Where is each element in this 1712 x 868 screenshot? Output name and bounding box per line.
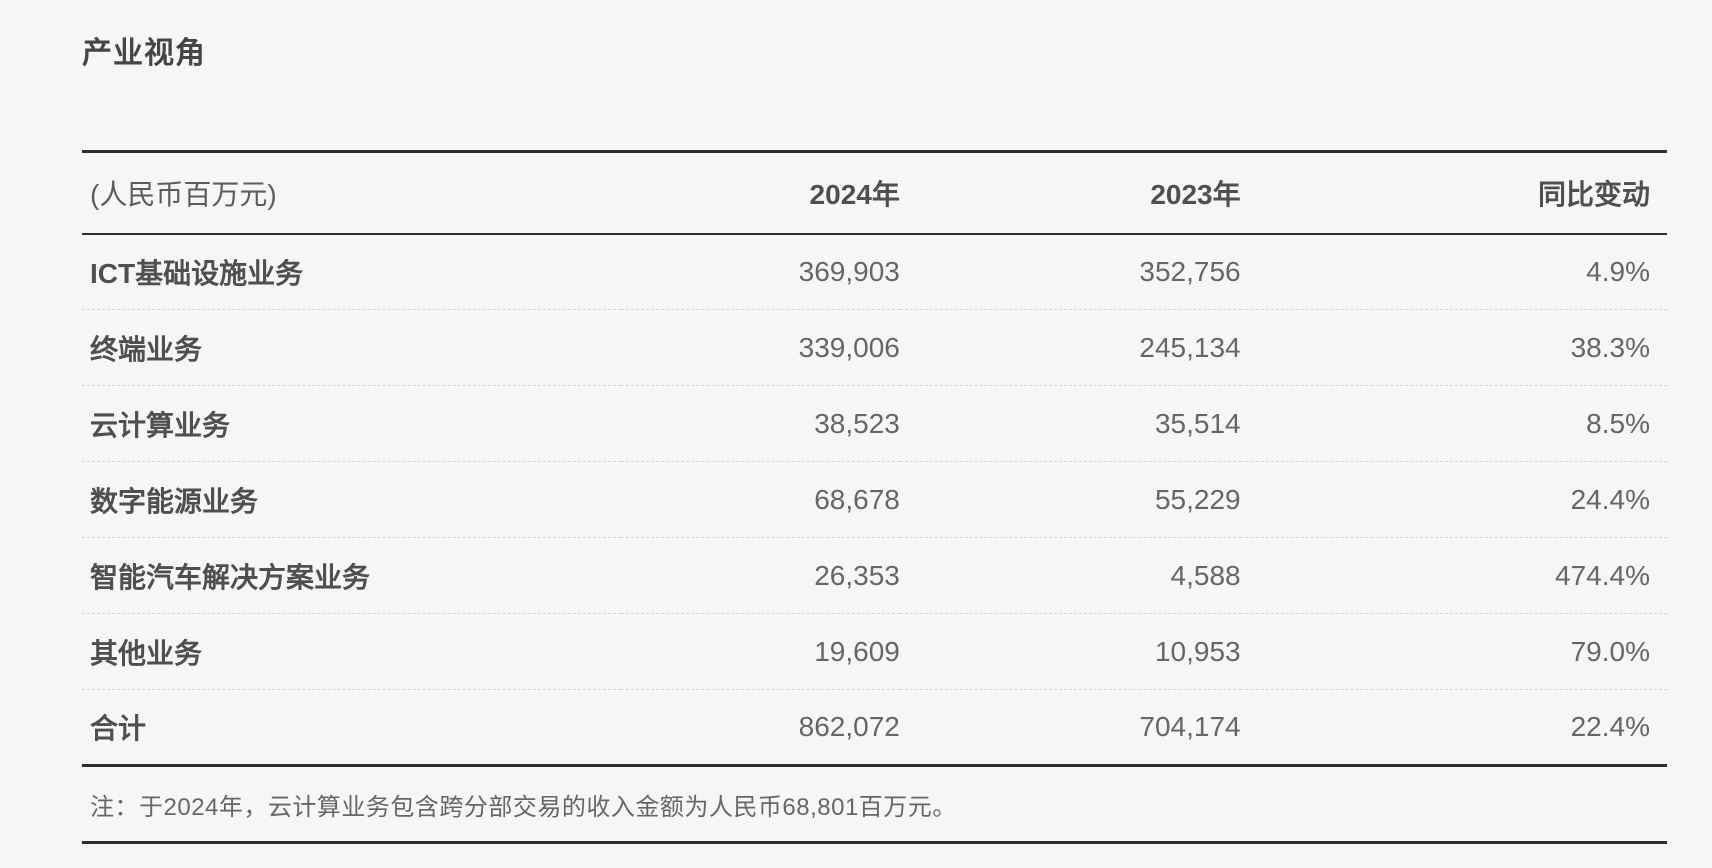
table-footnote: 注：于2024年，云计算业务包含跨分部交易的收入金额为人民币68,801百万元。 <box>82 767 1667 844</box>
value-2023: 352,756 <box>1139 255 1241 287</box>
header-row: (人民币百万元) 2024年 2023年 同比变动 <box>82 150 1667 235</box>
value-yoy: 4.9% <box>1586 255 1650 287</box>
unit-label: (人民币百万元) <box>82 150 621 235</box>
value-2023: 4,588 <box>899 537 1241 614</box>
table-row-devices: 终端业务 339,006 245,134 38.3% <box>82 309 1667 386</box>
value-2024: 369,903 <box>798 255 900 287</box>
value-yoy: 79.0% <box>1240 613 1667 690</box>
footnote-text: 注：于2024年，云计算业务包含跨分部交易的收入金额为人民币68,801百万元。 <box>90 793 957 821</box>
column-header-2024: 2024年 <box>620 150 900 235</box>
table-row-others: 其他业务 19,609 10,953 79.0% <box>82 613 1667 690</box>
value-2023: 55,229 <box>899 461 1241 538</box>
industry-revenue-table: (人民币百万元) 2024年 2023年 同比变动 ICT基础设施业务 369,… <box>82 150 1667 767</box>
value-2023: 10,953 <box>899 613 1241 690</box>
table-header: (人民币百万元) 2024年 2023年 同比变动 <box>82 150 1667 235</box>
table-row-cloud: 云计算业务 38,523 35,514 8.5% <box>82 385 1667 462</box>
table-row-digital-power: 数字能源业务 68,678 55,229 24.4% <box>82 461 1667 538</box>
total-label: 合计 <box>82 689 621 767</box>
value-2023: 245,134 <box>899 309 1241 386</box>
value-2023: 35,514 <box>899 385 1241 462</box>
table-row-total: 合计 862,072 704,174 22.4% <box>82 689 1667 767</box>
total-2024: 862,072 <box>620 689 900 767</box>
row-label: ICT基础设施业务 <box>90 257 304 289</box>
value-yoy: 8.5% <box>1240 385 1667 462</box>
column-header-yoy: 同比变动 <box>1240 150 1667 235</box>
table-row-ict: ICT基础设施业务 369,903 352,756 4.9% <box>82 234 1667 310</box>
table-body: ICT基础设施业务 369,903 352,756 4.9% 终端业务 339,… <box>82 234 1667 767</box>
total-yoy: 22.4% <box>1240 689 1667 767</box>
value-2024: 38,523 <box>620 385 900 462</box>
value-2024: 19,609 <box>620 613 900 690</box>
value-2024: 339,006 <box>620 309 900 386</box>
value-yoy: 38.3% <box>1240 309 1667 386</box>
section-title: 产业视角 <box>82 37 206 70</box>
row-label: 数字能源业务 <box>82 461 621 538</box>
value-yoy: 24.4% <box>1240 461 1667 538</box>
row-label: 云计算业务 <box>82 385 621 462</box>
value-2024: 26,353 <box>620 537 900 614</box>
industry-section: 产业视角 (人民币百万元) 2024年 2023年 同比变动 ICT基础设施业务… <box>82 36 1667 844</box>
table-row-intelligent-auto: 智能汽车解决方案业务 26,353 4,588 474.4% <box>82 537 1667 614</box>
column-header-2023: 2023年 <box>899 150 1241 235</box>
value-yoy: 474.4% <box>1240 537 1667 614</box>
value-2024: 68,678 <box>620 461 900 538</box>
row-label: 其他业务 <box>82 613 621 690</box>
row-label: 终端业务 <box>82 309 621 386</box>
row-label: 智能汽车解决方案业务 <box>82 537 621 614</box>
total-2023: 704,174 <box>899 689 1241 767</box>
